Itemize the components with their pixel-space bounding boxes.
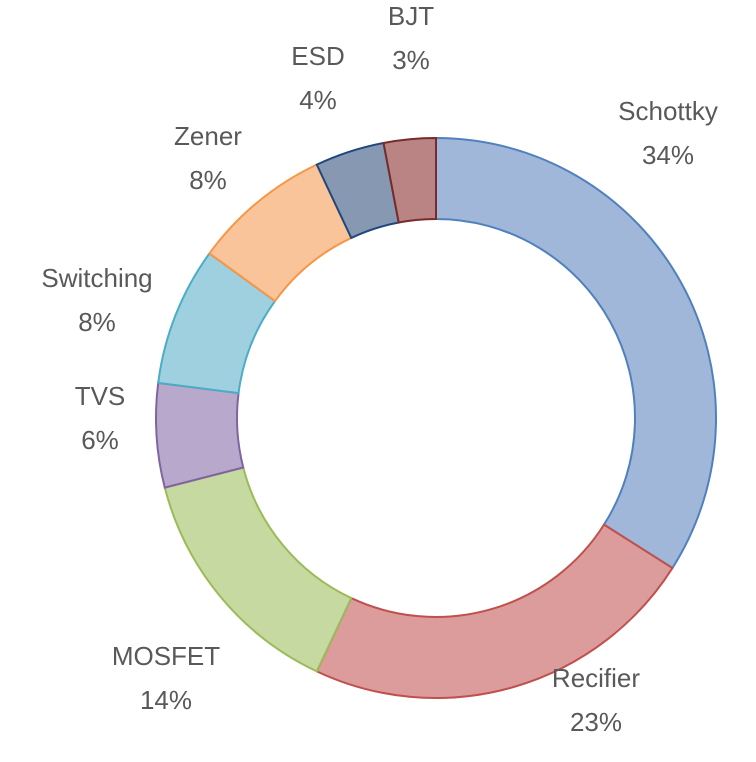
value-label: 4% [299, 85, 337, 115]
value-label: 8% [78, 307, 116, 337]
value-label: 34% [642, 140, 694, 170]
donut-segment [435, 136, 717, 570]
category-label: TVS [75, 381, 126, 411]
value-label: 6% [81, 425, 119, 455]
value-label: 3% [392, 45, 430, 75]
value-label: 14% [140, 685, 192, 715]
value-label: 8% [189, 165, 227, 195]
category-label: BJT [388, 1, 434, 31]
category-label: Schottky [618, 96, 718, 126]
donut-segment [315, 523, 674, 699]
category-label: Switching [41, 263, 152, 293]
value-label: 23% [570, 707, 622, 737]
category-label: Zener [174, 121, 242, 151]
donut-segment [382, 136, 437, 224]
category-label: MOSFET [112, 641, 220, 671]
category-label: Recifier [552, 663, 640, 693]
category-label: ESD [291, 41, 344, 71]
